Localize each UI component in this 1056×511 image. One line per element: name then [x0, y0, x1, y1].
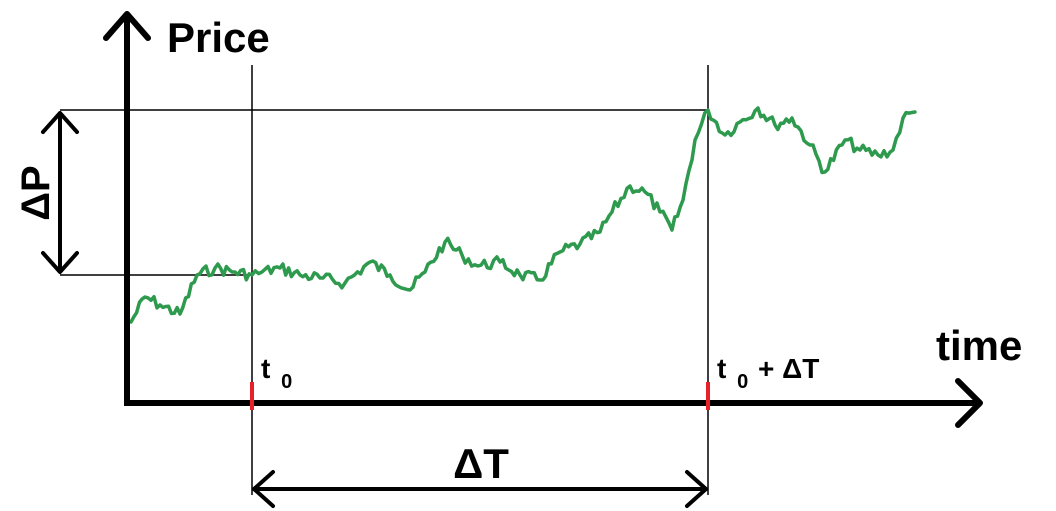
x-axis-label: time — [936, 322, 1022, 369]
t0-label-main: t — [261, 353, 270, 384]
delta-p-label: ΔP — [14, 165, 58, 220]
t1-label-main: t — [717, 353, 726, 384]
delta-t-arrowhead-right — [685, 470, 708, 508]
t1-label: t 0 + ΔT — [717, 353, 819, 394]
delta-p-arrowhead-top — [41, 111, 79, 134]
price-line — [129, 106, 917, 324]
delta-p-arrowhead-bottom — [41, 251, 79, 274]
y-axis-label: Price — [167, 14, 270, 61]
t1-label-suffix: + ΔT — [758, 353, 819, 384]
t0-label-subscript: 0 — [281, 371, 292, 393]
y-axis-arrowhead — [103, 11, 151, 41]
t1-label-subscript: 0 — [737, 371, 748, 393]
delta-t-label: ΔT — [453, 440, 509, 487]
delta-t-arrowhead-left — [252, 470, 275, 508]
t0-label: t 0 — [261, 353, 292, 393]
x-axis-arrowhead — [955, 378, 983, 428]
